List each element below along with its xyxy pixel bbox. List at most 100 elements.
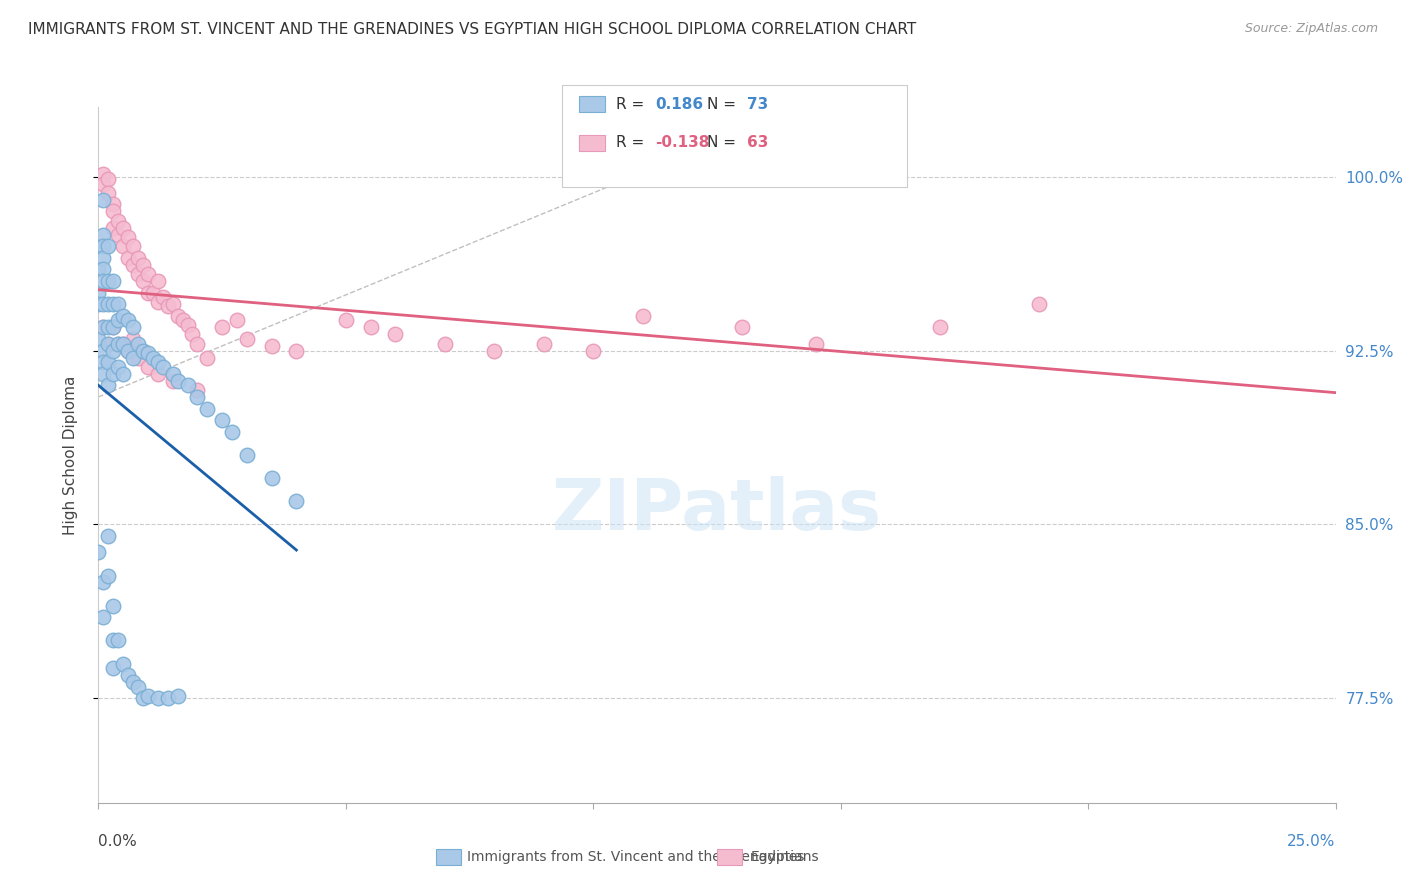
Point (122, 320, 145, 334)
Point (117, 668, 139, 682)
Text: 25.0%: 25.0% (1288, 834, 1336, 849)
Point (136, 346, 159, 360)
Text: Immigrants from St. Vincent and the Grenadines: Immigrants from St. Vincent and the Gren… (467, 850, 804, 864)
Point (107, 336, 129, 351)
Point (93, 610, 115, 624)
Point (166, 309, 188, 323)
Point (186, 390, 208, 404)
Point (97, 186, 120, 200)
Point (132, 343, 155, 358)
Point (103, 343, 125, 358)
Point (146, 274, 169, 288)
Point (127, 336, 149, 351)
Point (221, 425, 243, 439)
Text: 63: 63 (747, 136, 768, 150)
Point (97, 320, 120, 334)
Point (136, 285, 159, 300)
Point (176, 378, 198, 392)
Point (533, 336, 555, 351)
Point (127, 680, 149, 694)
Point (166, 374, 188, 388)
Point (103, 367, 125, 381)
Point (117, 251, 139, 265)
Text: ZIPatlas: ZIPatlas (553, 476, 882, 545)
Point (132, 343, 155, 358)
Point (122, 332, 145, 346)
Point (103, 220, 125, 235)
Point (97, 297, 120, 311)
Point (93, 239, 115, 253)
Point (631, 309, 654, 323)
Text: Source: ZipAtlas.com: Source: ZipAtlas.com (1244, 22, 1378, 36)
Point (384, 327, 406, 342)
Point (112, 367, 135, 381)
Point (236, 448, 259, 462)
Point (146, 367, 169, 381)
Point (136, 267, 159, 281)
Text: IMMIGRANTS FROM ST. VINCENT AND THE GRENADINES VS EGYPTIAN HIGH SCHOOL DIPLOMA C: IMMIGRANTS FROM ST. VINCENT AND THE GREN… (28, 22, 917, 37)
Point (97, 355, 120, 369)
Point (211, 320, 233, 334)
Point (127, 251, 149, 265)
Point (103, 297, 125, 311)
Point (93, 367, 115, 381)
Point (103, 274, 125, 288)
Point (146, 691, 169, 706)
Y-axis label: High School Diploma: High School Diploma (63, 376, 77, 534)
Point (236, 332, 259, 346)
Point (112, 309, 135, 323)
Point (117, 343, 139, 358)
Text: 0.0%: 0.0% (98, 834, 138, 849)
Point (97, 336, 120, 351)
Point (172, 313, 194, 327)
Point (103, 320, 125, 334)
Point (181, 327, 204, 342)
Point (93, 274, 115, 288)
Point (152, 359, 174, 374)
Point (93, 575, 115, 590)
Point (186, 383, 208, 397)
Point (146, 294, 169, 309)
Point (285, 494, 308, 508)
Text: 73: 73 (747, 97, 768, 112)
Point (162, 374, 184, 388)
Point (93, 262, 115, 277)
Point (122, 258, 145, 272)
Text: N =: N = (707, 97, 741, 112)
Point (132, 691, 155, 706)
Text: Egyptians: Egyptians (751, 850, 820, 864)
Point (107, 359, 129, 374)
Point (226, 313, 249, 327)
Point (117, 230, 139, 244)
Point (97, 172, 120, 186)
Point (285, 343, 308, 358)
Point (582, 343, 605, 358)
Point (112, 336, 135, 351)
Point (146, 355, 169, 369)
Point (93, 297, 115, 311)
Text: R =: R = (616, 97, 650, 112)
Point (93, 343, 115, 358)
Point (127, 267, 149, 281)
Point (93, 355, 115, 369)
Point (186, 336, 208, 351)
Point (122, 675, 145, 690)
Point (112, 220, 135, 235)
Point (211, 413, 233, 427)
Point (152, 290, 174, 304)
Point (162, 297, 184, 311)
Point (93, 177, 115, 191)
Point (103, 320, 125, 334)
Point (136, 359, 159, 374)
Text: N =: N = (707, 136, 741, 150)
Point (156, 300, 179, 314)
Point (122, 351, 145, 365)
Point (260, 471, 283, 485)
Point (87, 545, 110, 559)
Point (97, 378, 120, 392)
Point (87, 332, 110, 346)
Point (360, 320, 382, 334)
Point (335, 313, 357, 327)
Point (93, 320, 115, 334)
Point (97, 336, 120, 351)
